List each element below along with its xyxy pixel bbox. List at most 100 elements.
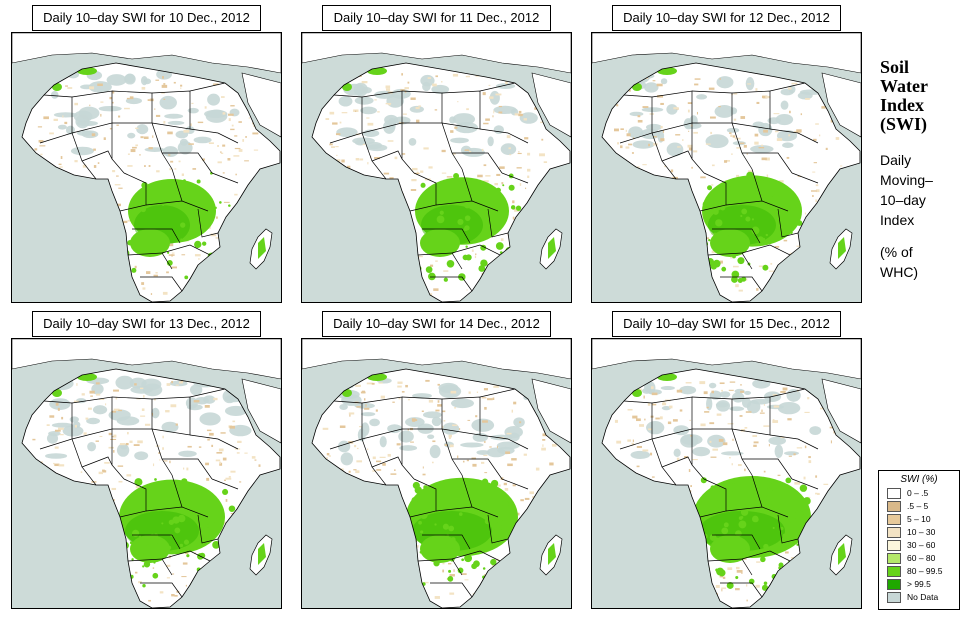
dry-speckle — [493, 385, 499, 388]
dry-speckle — [616, 104, 619, 107]
dry-speckle — [687, 109, 690, 113]
nodata-patch — [76, 130, 93, 137]
wet-speckle — [759, 179, 765, 184]
nodata-patch — [69, 416, 79, 423]
dry-speckle — [519, 421, 522, 424]
dry-speckle — [181, 173, 184, 176]
country-border — [409, 172, 437, 212]
dry-speckle — [514, 208, 520, 212]
dry-speckle — [712, 448, 719, 451]
wet-speckle — [762, 264, 769, 271]
nodata-patch — [194, 396, 209, 405]
wet-speckle — [721, 527, 729, 535]
wet-speckle — [463, 227, 468, 232]
wet-speckle — [150, 503, 154, 507]
dry-speckle — [648, 428, 652, 431]
wet-speckle — [425, 266, 433, 273]
dry-speckle — [225, 477, 232, 480]
dry-speckle — [651, 476, 655, 478]
wet-speckle — [495, 242, 504, 250]
nodata-patch — [648, 389, 662, 395]
map-panel: Daily 10–day SWI for 14 Dec., 2012 — [301, 311, 572, 609]
dry-speckle — [153, 274, 158, 277]
dry-speckle — [100, 113, 102, 117]
dry-speckle — [202, 158, 206, 161]
wet-speckle — [142, 565, 145, 568]
dry-speckle — [218, 448, 224, 452]
country-border — [401, 90, 443, 124]
dry-speckle — [452, 73, 459, 77]
dry-speckle — [688, 469, 691, 473]
nodata-patch — [62, 425, 84, 437]
dry-speckle — [529, 491, 535, 495]
country-border — [461, 168, 473, 202]
dry-speckle — [53, 118, 58, 121]
dry-speckle — [186, 467, 189, 471]
dry-speckle — [254, 459, 257, 461]
dry-speckle — [173, 81, 176, 84]
dry-speckle — [81, 393, 85, 396]
dry-speckle — [235, 173, 237, 176]
nodata-patch — [159, 95, 177, 110]
dry-speckle — [169, 460, 171, 464]
dry-speckle — [223, 201, 230, 203]
dry-speckle — [703, 391, 708, 395]
dry-speckle — [729, 132, 732, 134]
dry-speckle — [228, 476, 231, 478]
nodata-patch — [449, 116, 456, 124]
subtitle-line: Moving– — [880, 172, 933, 188]
dry-speckle — [144, 137, 147, 139]
product-subtitle: Daily Moving– 10–day Index — [880, 150, 933, 230]
dry-speckle — [58, 163, 62, 166]
dry-speckle — [762, 95, 768, 99]
dry-speckle — [719, 260, 723, 264]
dry-speckle — [40, 153, 43, 156]
nodata-patch — [741, 397, 752, 408]
africa-map — [301, 338, 572, 609]
dry-speckle — [651, 392, 658, 396]
dry-speckle — [194, 254, 201, 257]
wet-speckle — [142, 583, 146, 588]
arabia-landmass — [241, 378, 281, 444]
dry-speckle — [780, 391, 786, 393]
dry-speckle — [112, 90, 115, 94]
dry-speckle — [238, 149, 243, 152]
dry-speckle — [62, 115, 64, 118]
dry-speckle — [118, 187, 123, 189]
dry-speckle — [49, 132, 54, 135]
dry-speckle — [774, 130, 779, 133]
dry-speckle — [756, 561, 761, 563]
nodata-patch — [495, 83, 516, 89]
nodata-patch — [65, 125, 75, 135]
dry-speckle — [796, 245, 801, 247]
dry-speckle — [684, 456, 688, 459]
wet-speckle — [716, 489, 720, 492]
wet-speckle — [713, 232, 717, 236]
country-border — [441, 396, 481, 436]
dry-speckle — [152, 567, 155, 569]
dry-speckle — [89, 390, 95, 394]
europe-landmass — [12, 339, 281, 380]
dry-speckle — [727, 423, 734, 425]
dry-speckle — [484, 472, 488, 474]
dry-speckle — [474, 255, 477, 259]
dry-speckle — [650, 452, 653, 456]
dry-speckle — [407, 428, 409, 431]
dry-speckle — [542, 433, 548, 437]
dry-speckle — [326, 457, 328, 459]
dry-speckle — [427, 77, 432, 79]
dry-speckle — [722, 576, 726, 579]
dry-speckle — [223, 479, 226, 481]
wet-speckle — [196, 179, 201, 184]
nodata-patch — [50, 90, 59, 99]
dry-speckle — [483, 180, 489, 183]
dry-speckle — [516, 512, 520, 516]
dry-speckle — [385, 85, 391, 89]
dry-speckle — [113, 408, 120, 412]
dry-speckle — [54, 429, 61, 432]
wet-speckle — [214, 206, 217, 210]
dry-speckle — [227, 158, 231, 161]
dry-speckle — [349, 413, 351, 417]
dry-speckle — [669, 405, 673, 409]
dry-speckle — [55, 402, 59, 406]
